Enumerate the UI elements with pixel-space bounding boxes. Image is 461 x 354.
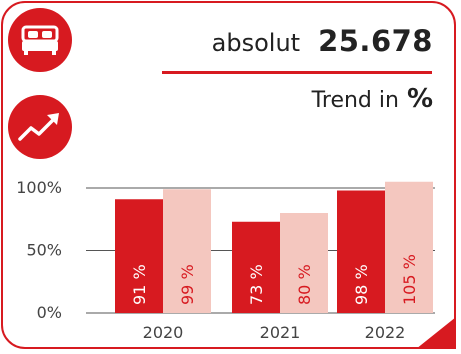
bar (232, 221, 280, 313)
bar (115, 199, 163, 313)
header-divider (162, 71, 432, 74)
bar (337, 190, 385, 313)
y-tick-label: 50% (26, 241, 62, 260)
x-tick-label: 2022 (365, 323, 406, 342)
trend-title: Trend in % (312, 84, 433, 114)
bar-value-label: 80 % (295, 264, 314, 305)
absolute-value-row: absolut 25.678 (212, 24, 433, 58)
x-tick-label: 2020 (143, 323, 184, 342)
absolute-label: absolut (211, 29, 301, 57)
bar-value-label: 105 % (400, 254, 419, 305)
bar-value-label: 73 % (247, 264, 266, 305)
bar-value-label: 91 % (130, 264, 149, 305)
y-tick-label: 0% (37, 303, 62, 322)
bar (385, 181, 433, 313)
x-tick-label: 2021 (260, 323, 301, 342)
bar (163, 189, 211, 313)
absolute-value: 25.678 (318, 24, 433, 58)
trend-unit: % (406, 84, 433, 114)
kpi-card (1, 1, 456, 349)
trend-label: Trend in (311, 88, 399, 113)
bar-value-label: 99 % (178, 264, 197, 305)
trend-up-icon (8, 95, 72, 159)
bed-icon (8, 8, 72, 72)
bar (280, 213, 328, 313)
y-tick-label: 100% (16, 178, 62, 197)
bar-value-label: 98 % (352, 264, 371, 305)
